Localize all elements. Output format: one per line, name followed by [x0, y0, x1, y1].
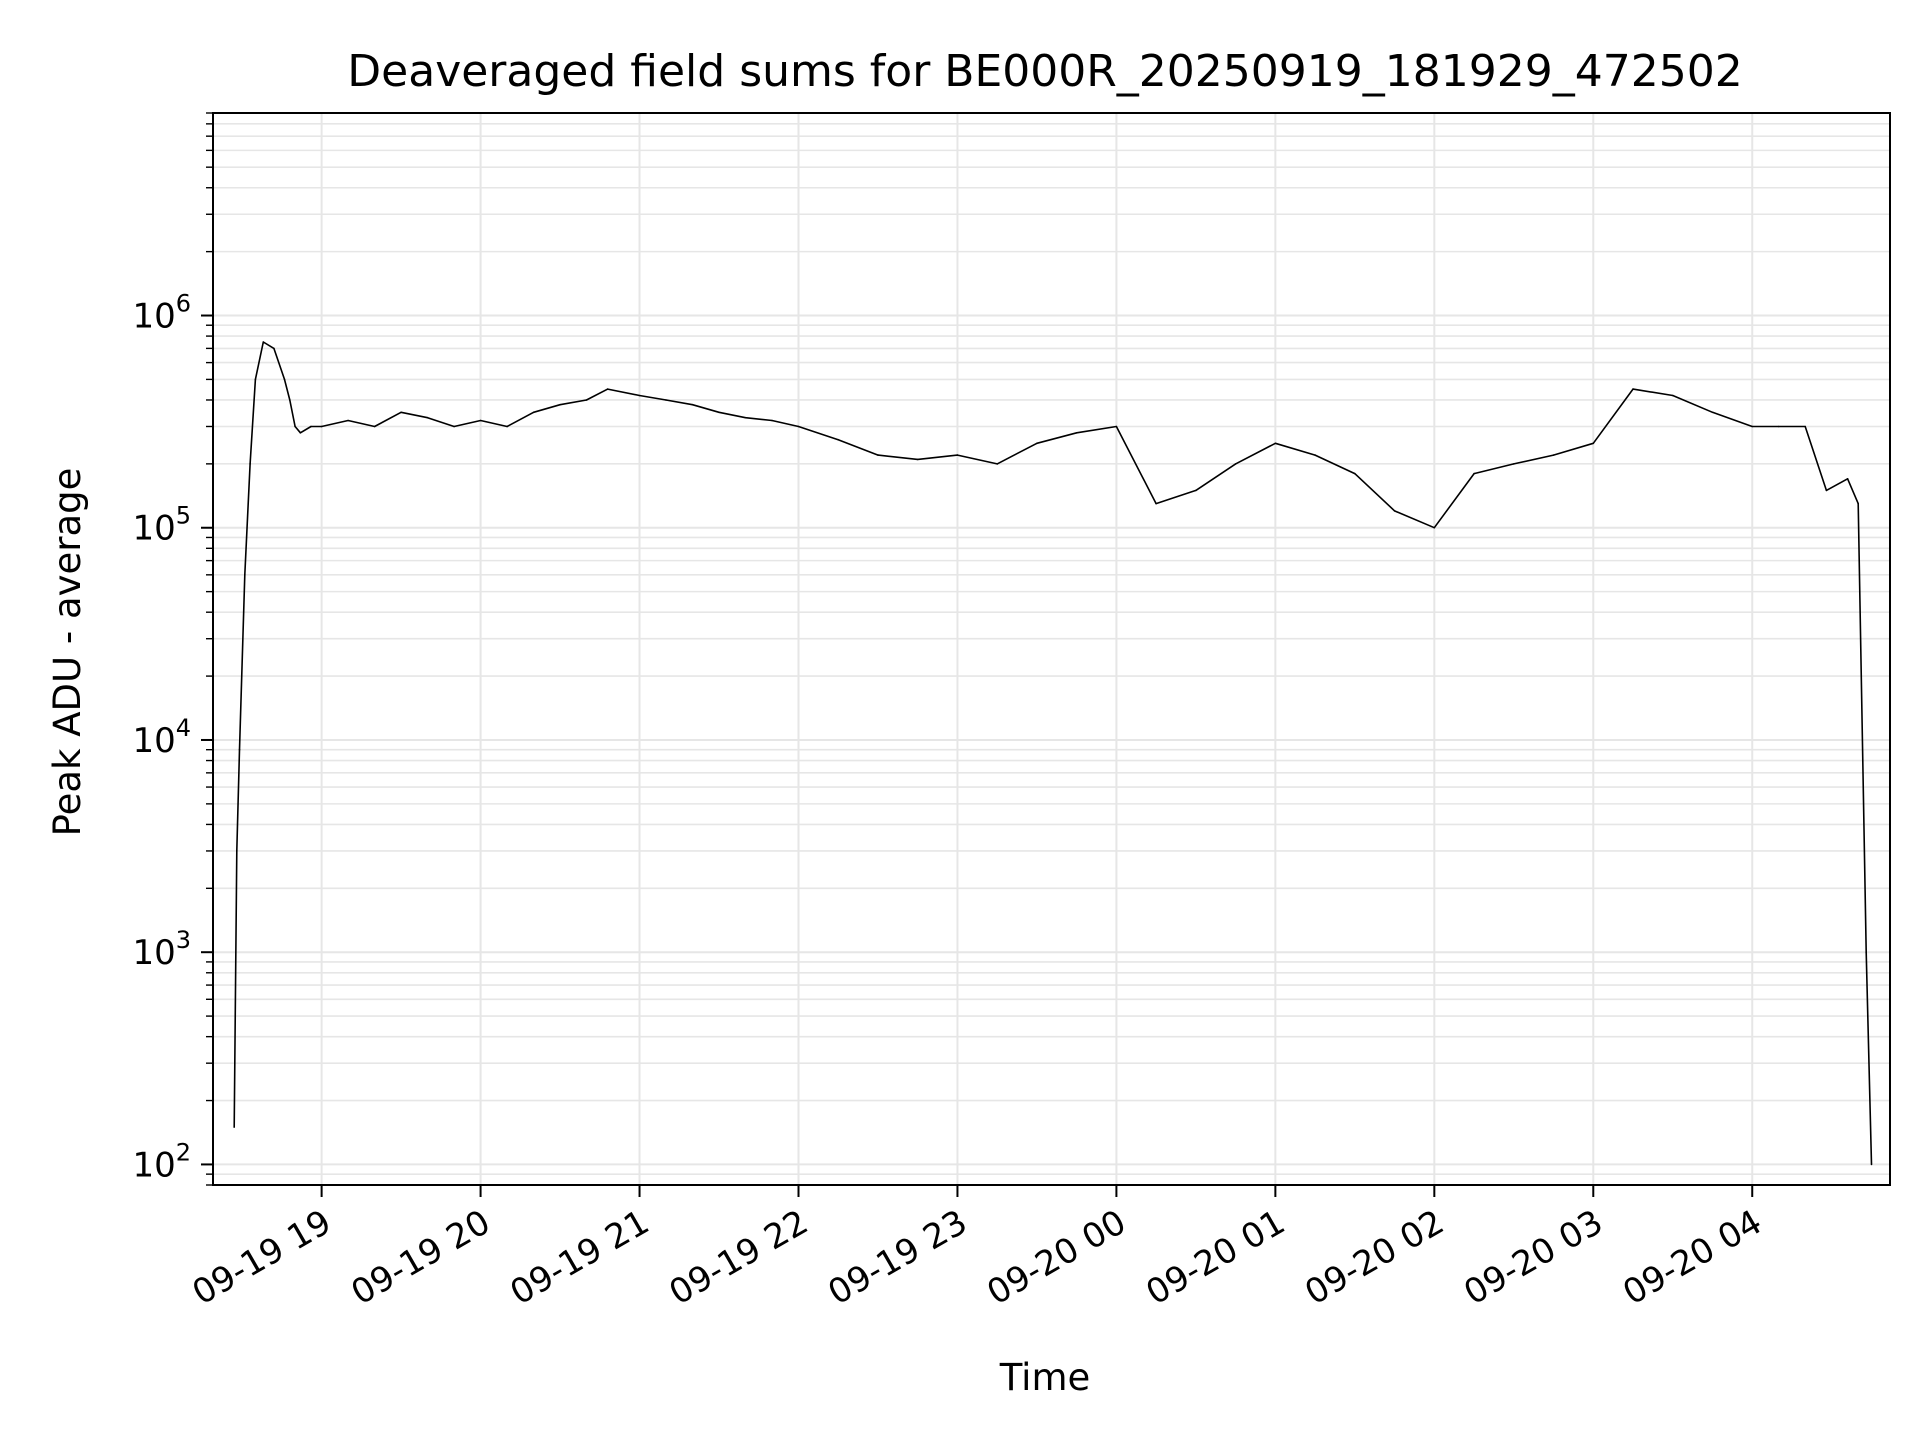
- data-point: [283, 378, 286, 381]
- y-axis: 102 103 104 105 106: [132, 112, 213, 1186]
- data-point: [1632, 388, 1634, 390]
- data-point: [1825, 489, 1828, 492]
- data-point: [1433, 526, 1436, 529]
- x-axis-label: Time: [999, 1356, 1091, 1399]
- data-point: [744, 416, 747, 419]
- data-point: [1592, 442, 1595, 445]
- grid-lines: [213, 112, 1890, 1186]
- data-point: [691, 403, 694, 406]
- data-point: [294, 425, 296, 428]
- data-point: [771, 419, 773, 422]
- data-point: [606, 388, 609, 390]
- data-point: [244, 574, 246, 576]
- data-point: [996, 463, 998, 465]
- data-point: [1274, 442, 1277, 445]
- data-point: [238, 748, 241, 751]
- x-tick-label: 09-19 19: [186, 1202, 338, 1313]
- plot-frame: [212, 112, 1891, 1186]
- x-tick-label: 09-19 20: [345, 1202, 497, 1313]
- data-point: [310, 425, 312, 428]
- data-point: [1711, 411, 1714, 414]
- data-point: [1354, 472, 1356, 475]
- y-tick-label: 104: [132, 714, 191, 761]
- y-tick-label: 106: [132, 290, 191, 337]
- data-point: [400, 411, 402, 414]
- data-point: [1195, 489, 1197, 492]
- data-point: [956, 454, 959, 456]
- data-point: [532, 411, 535, 414]
- x-tick-label: 09-19 21: [504, 1202, 656, 1313]
- data-point: [1234, 463, 1237, 465]
- data-point: [373, 425, 376, 428]
- data-point: [506, 425, 508, 428]
- data-point: [1075, 432, 1078, 434]
- data-point: [233, 1126, 235, 1128]
- data-point: [837, 438, 839, 441]
- data-point: [262, 341, 265, 343]
- data-point: [797, 425, 800, 428]
- data-point: [1857, 502, 1859, 505]
- chart-title: Deaveraged field sums for BE000R_2025091…: [347, 46, 1742, 97]
- data-point: [1846, 478, 1849, 480]
- data-point: [299, 432, 302, 434]
- data-point: [249, 463, 251, 465]
- data-point: [320, 425, 323, 428]
- data-point: [289, 399, 291, 401]
- x-tick-label: 09-20 03: [1457, 1202, 1609, 1313]
- data-point: [1036, 442, 1038, 445]
- data-point: [236, 850, 238, 852]
- data-point: [479, 419, 482, 422]
- series-group: [233, 341, 1873, 1166]
- data-point: [254, 378, 257, 381]
- x-tick-label: 09-20 04: [1616, 1202, 1768, 1313]
- data-point: [273, 347, 275, 350]
- data-point: [559, 403, 561, 406]
- data-point: [1672, 394, 1674, 397]
- y-axis-label: Peak ADU - average: [46, 468, 89, 837]
- data-point: [1777, 425, 1780, 428]
- data-point: [426, 416, 429, 419]
- y-tick-label: 102: [132, 1138, 191, 1185]
- x-tick-label: 09-19 23: [822, 1202, 974, 1313]
- data-point: [718, 411, 720, 414]
- x-tick-label: 09-20 01: [1139, 1202, 1291, 1313]
- data-point: [1473, 472, 1475, 475]
- data-point: [665, 399, 667, 401]
- data-point: [916, 458, 919, 461]
- data-point: [1155, 502, 1157, 505]
- data-point: [638, 394, 641, 397]
- data-point: [877, 454, 879, 456]
- y-tick-label: 103: [132, 926, 191, 973]
- y-tick-label: 105: [132, 502, 191, 549]
- data-point: [1314, 454, 1316, 456]
- data-point: [347, 419, 349, 422]
- data-point: [1865, 951, 1867, 953]
- data-point: [585, 399, 588, 401]
- x-tick-label: 09-20 00: [981, 1202, 1133, 1313]
- x-tick-label: 09-20 02: [1298, 1202, 1450, 1313]
- x-tick-label: 09-19 22: [663, 1202, 815, 1313]
- data-point: [1115, 425, 1118, 428]
- data-point: [1804, 425, 1806, 428]
- data-point: [1870, 1163, 1873, 1166]
- data-point: [1513, 463, 1515, 465]
- data-point: [1552, 454, 1555, 456]
- data-point: [1393, 510, 1396, 512]
- data-point: [453, 425, 455, 428]
- data-point: [1751, 425, 1753, 428]
- x-axis: 09-19 19 09-19 20 09-19 21 09-19 22 09-19 23…: [186, 1185, 1769, 1313]
